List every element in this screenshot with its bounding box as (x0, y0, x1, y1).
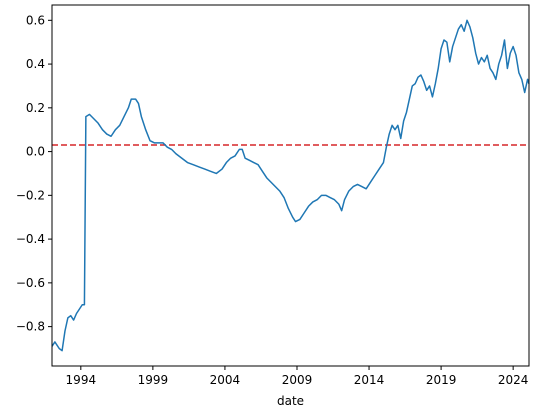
y-tick-label: 0.2 (26, 101, 45, 115)
series-layer (51, 19, 530, 352)
y-tick-label: 0.0 (26, 145, 45, 159)
series-line (51, 19, 530, 352)
x-axis-label: date (277, 394, 304, 408)
x-tick-label: 2019 (426, 373, 457, 387)
y-tick-label: −0.4 (16, 232, 45, 246)
y-tick-label: 0.6 (26, 13, 45, 27)
x-tick-label: 2004 (210, 373, 241, 387)
x-tick-label: 2009 (282, 373, 313, 387)
y-tick-label: −0.6 (16, 276, 45, 290)
x-tick-label: 1999 (138, 373, 169, 387)
plot-frame (51, 4, 530, 367)
x-tick-label: 2014 (354, 373, 385, 387)
y-axis-ticks: −0.8 −0.6 −0.4 −0.2 0.0 0.2 0.4 0.6 (16, 13, 52, 334)
y-tick-label: −0.8 (16, 320, 45, 334)
x-tick-label: 1994 (66, 373, 97, 387)
plot-area (52, 5, 529, 366)
y-tick-label: 0.4 (26, 57, 45, 71)
y-tick-label: −0.2 (16, 188, 45, 202)
x-tick-label: 2024 (498, 373, 529, 387)
x-axis-ticks: 1994 1999 2004 2009 2014 2019 2024 (66, 366, 529, 387)
